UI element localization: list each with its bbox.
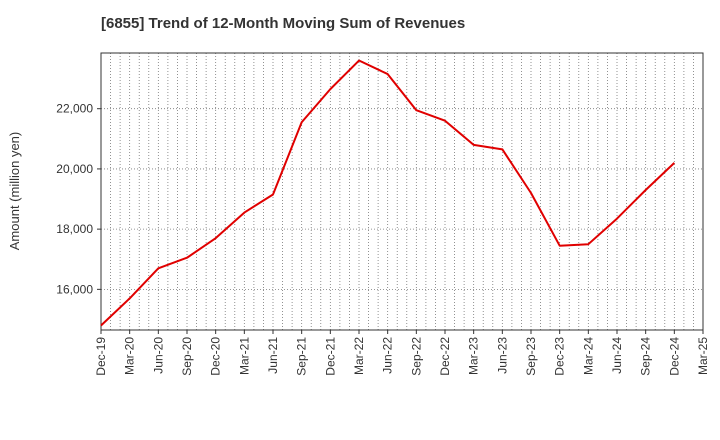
x-tick-label: Mar-23 <box>467 337 481 375</box>
x-tick-label: Jun-22 <box>381 337 395 374</box>
y-tick-label: 22,000 <box>56 102 93 116</box>
x-tick-label: Mar-22 <box>352 337 366 375</box>
series-line <box>100 59 676 327</box>
x-tick-label: Dec-19 <box>94 337 108 376</box>
x-tick-label: Dec-24 <box>667 337 681 376</box>
x-tick-label: Mar-20 <box>123 337 137 375</box>
x-tick-label: Dec-23 <box>553 337 567 376</box>
x-tick-label: Mar-24 <box>581 337 595 375</box>
series-layer <box>100 59 676 327</box>
x-tick-label: Jun-21 <box>266 337 280 374</box>
x-tick-label: Sep-23 <box>524 337 538 376</box>
y-tick-label: 18,000 <box>56 222 93 236</box>
y-axis-label: Amount (million yen) <box>7 132 22 251</box>
y-tick-label: 16,000 <box>56 282 93 296</box>
x-tick-label: Dec-21 <box>323 337 337 376</box>
x-tick-label: Sep-22 <box>409 337 423 376</box>
x-tick-label: Dec-22 <box>438 337 452 376</box>
y-axis-ticks: 16,000 18,000 20,000 22,000 <box>56 102 101 296</box>
x-tick-label: Jun-23 <box>495 337 509 374</box>
x-tick-label: Mar-21 <box>237 337 251 375</box>
chart-title: [6855] Trend of 12-Month Moving Sum of R… <box>101 15 466 32</box>
x-tick-label: Jun-20 <box>151 337 165 374</box>
y-tick-label: 20,000 <box>56 162 93 176</box>
x-tick-label: Sep-24 <box>639 337 653 376</box>
x-tick-label: Dec-20 <box>209 337 223 376</box>
grid <box>101 53 703 330</box>
x-tick-label: Sep-20 <box>180 337 194 376</box>
x-tick-label: Sep-21 <box>295 337 309 376</box>
x-tick-label: Mar-25 <box>696 337 710 375</box>
x-tick-label: Jun-24 <box>610 337 624 374</box>
x-axis-ticks: Dec-19 Mar-20 Jun-20 Sep-20 Dec-20 Mar-21 Jun-… <box>94 330 710 376</box>
plot-area-frame <box>100 52 704 331</box>
